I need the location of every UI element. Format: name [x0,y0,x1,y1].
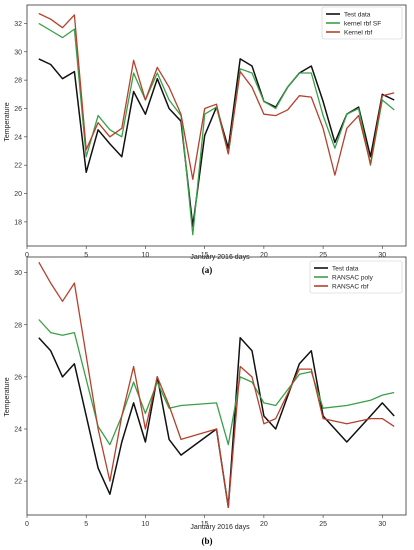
series-line-3 [38,261,395,508]
y-tick-label: 22 [14,479,22,486]
chart-a-xlabel: January 2016 days [190,254,250,261]
chart-a-plot: 0 5 10 15 20 25 30 18 20 22 24 26 28 30 32 Test data ker… [14,4,407,259]
chart-b-caption: (b) [202,536,213,546]
x-tick-label: 20 [260,521,268,528]
y-tick-label: 32 [14,21,22,28]
legend-box [309,260,403,294]
y-tick-label: 28 [14,322,22,329]
legend-label: RANSAC poly [332,274,374,281]
y-tick-label: 28 [14,78,22,85]
x-tick-label: 0 [25,521,29,528]
legend-label: Test data [332,265,359,272]
x-tick-label: 5 [84,252,88,259]
legend-label: Kernel rbf [344,29,372,36]
x-tick-label: 25 [319,252,327,259]
y-tick-label: 26 [14,106,22,113]
chart-b-ylabel: Temperature [4,377,11,416]
x-tick-label: 15 [201,252,209,259]
x-tick-label: 20 [260,252,268,259]
x-tick-label: 15 [201,521,209,528]
series-line-1 [38,58,395,227]
chart-a-ylabel: Temperature [4,102,11,141]
legend-label: RANSAC rbf [332,283,369,290]
y-tick-label: 22 [14,163,22,170]
x-tick-label: 0 [25,252,29,259]
x-tick-label: 10 [142,252,150,259]
x-tick-label: 30 [378,252,386,259]
y-tick-label: 26 [14,374,22,381]
plot-frame [26,4,407,247]
chart-a: January 2016 days Temperature (a) [4,102,250,275]
y-tick-label: 30 [14,49,22,56]
legend: Test data RANSAC poly RANSAC rbf [309,260,403,294]
plot-frame [26,256,407,516]
legend-label: kernel rbf SF [344,20,381,27]
y-tick-label: 24 [14,427,22,434]
y-tick-label: 20 [14,191,22,198]
chart-b-plot: 0 5 10 15 20 25 30 22 24 26 28 30 Test data RANSAC po… [14,256,407,528]
y-tick-label: 30 [14,270,22,277]
chart-b-xlabel: January 2016 days [190,524,250,531]
series-line-2 [38,319,395,446]
y-tick-label: 24 [14,134,22,141]
series-line-2 [38,22,395,236]
chart-a-caption: (a) [202,265,213,275]
legend-label: Test data [344,11,371,18]
legend: Test data kernel rbf SF Kernel rbf [321,6,403,40]
series-line-3 [38,12,395,181]
legend-box [321,6,403,40]
x-tick-label: 30 [378,521,386,528]
y-tick-label: 18 [14,219,22,226]
x-tick-label: 25 [319,521,327,528]
x-tick-label: 10 [142,521,150,528]
x-tick-label: 5 [84,521,88,528]
chart-b: January 2016 days Temperature (b) [4,377,250,546]
